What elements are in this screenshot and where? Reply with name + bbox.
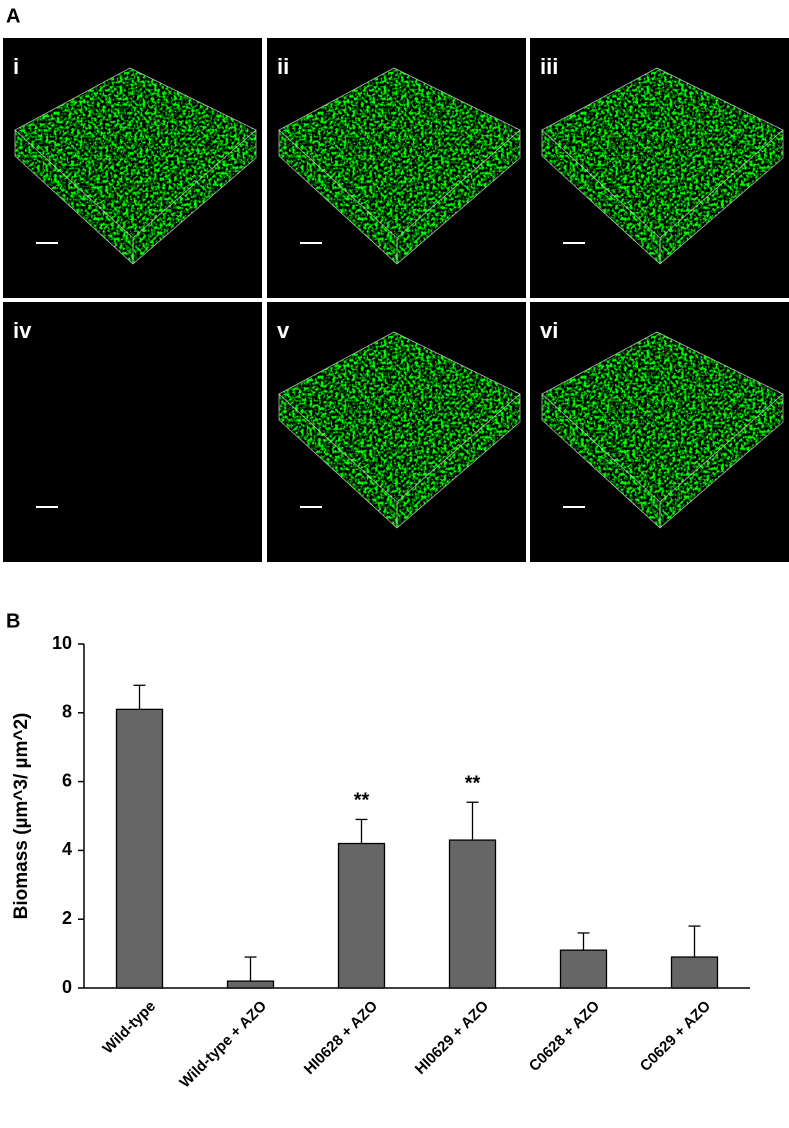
x-tick-label: Wild-type [99, 998, 159, 1058]
x-tick-label: C0629 + AZO [637, 997, 715, 1075]
image-label: i [13, 54, 19, 79]
image-label: iii [540, 54, 558, 79]
y-axis-label: Biomass (µm^3/ µm^2) [11, 713, 32, 920]
y-tick-label: 10 [52, 633, 72, 653]
x-tick-label: C0628 + AZO [526, 997, 604, 1075]
image-panel: vi [530, 302, 789, 562]
bar [115, 708, 164, 989]
y-tick-label: 0 [62, 977, 72, 997]
y-tick-label: 4 [62, 839, 72, 859]
bar [226, 980, 275, 989]
bar [337, 842, 386, 989]
image-background [3, 302, 262, 562]
image-label: iv [13, 318, 32, 343]
bar [670, 956, 719, 989]
x-tick-label: HI0628 + AZO [301, 997, 382, 1078]
panel-label: A [6, 5, 20, 27]
y-tick-label: 6 [62, 770, 72, 790]
image-label: v [277, 318, 290, 343]
image-label: vi [540, 318, 558, 343]
image-panel: v [267, 302, 526, 562]
image-panel: i [3, 38, 262, 298]
significance: ** [354, 790, 370, 812]
y-tick-label: 8 [62, 702, 72, 722]
bar [448, 839, 497, 989]
image-panel: iv [3, 302, 262, 562]
y-tick-label: 2 [62, 908, 72, 928]
image-panel: iii [530, 38, 789, 298]
x-tick-label: HI0629 + AZO [412, 997, 493, 1078]
bar [559, 949, 608, 989]
image-panel: ii [267, 38, 526, 298]
significance: ** [465, 773, 481, 795]
image-label: ii [277, 54, 289, 79]
x-tick-label: Wild-type + AZO [176, 997, 270, 1091]
panel-label: B [6, 610, 20, 632]
